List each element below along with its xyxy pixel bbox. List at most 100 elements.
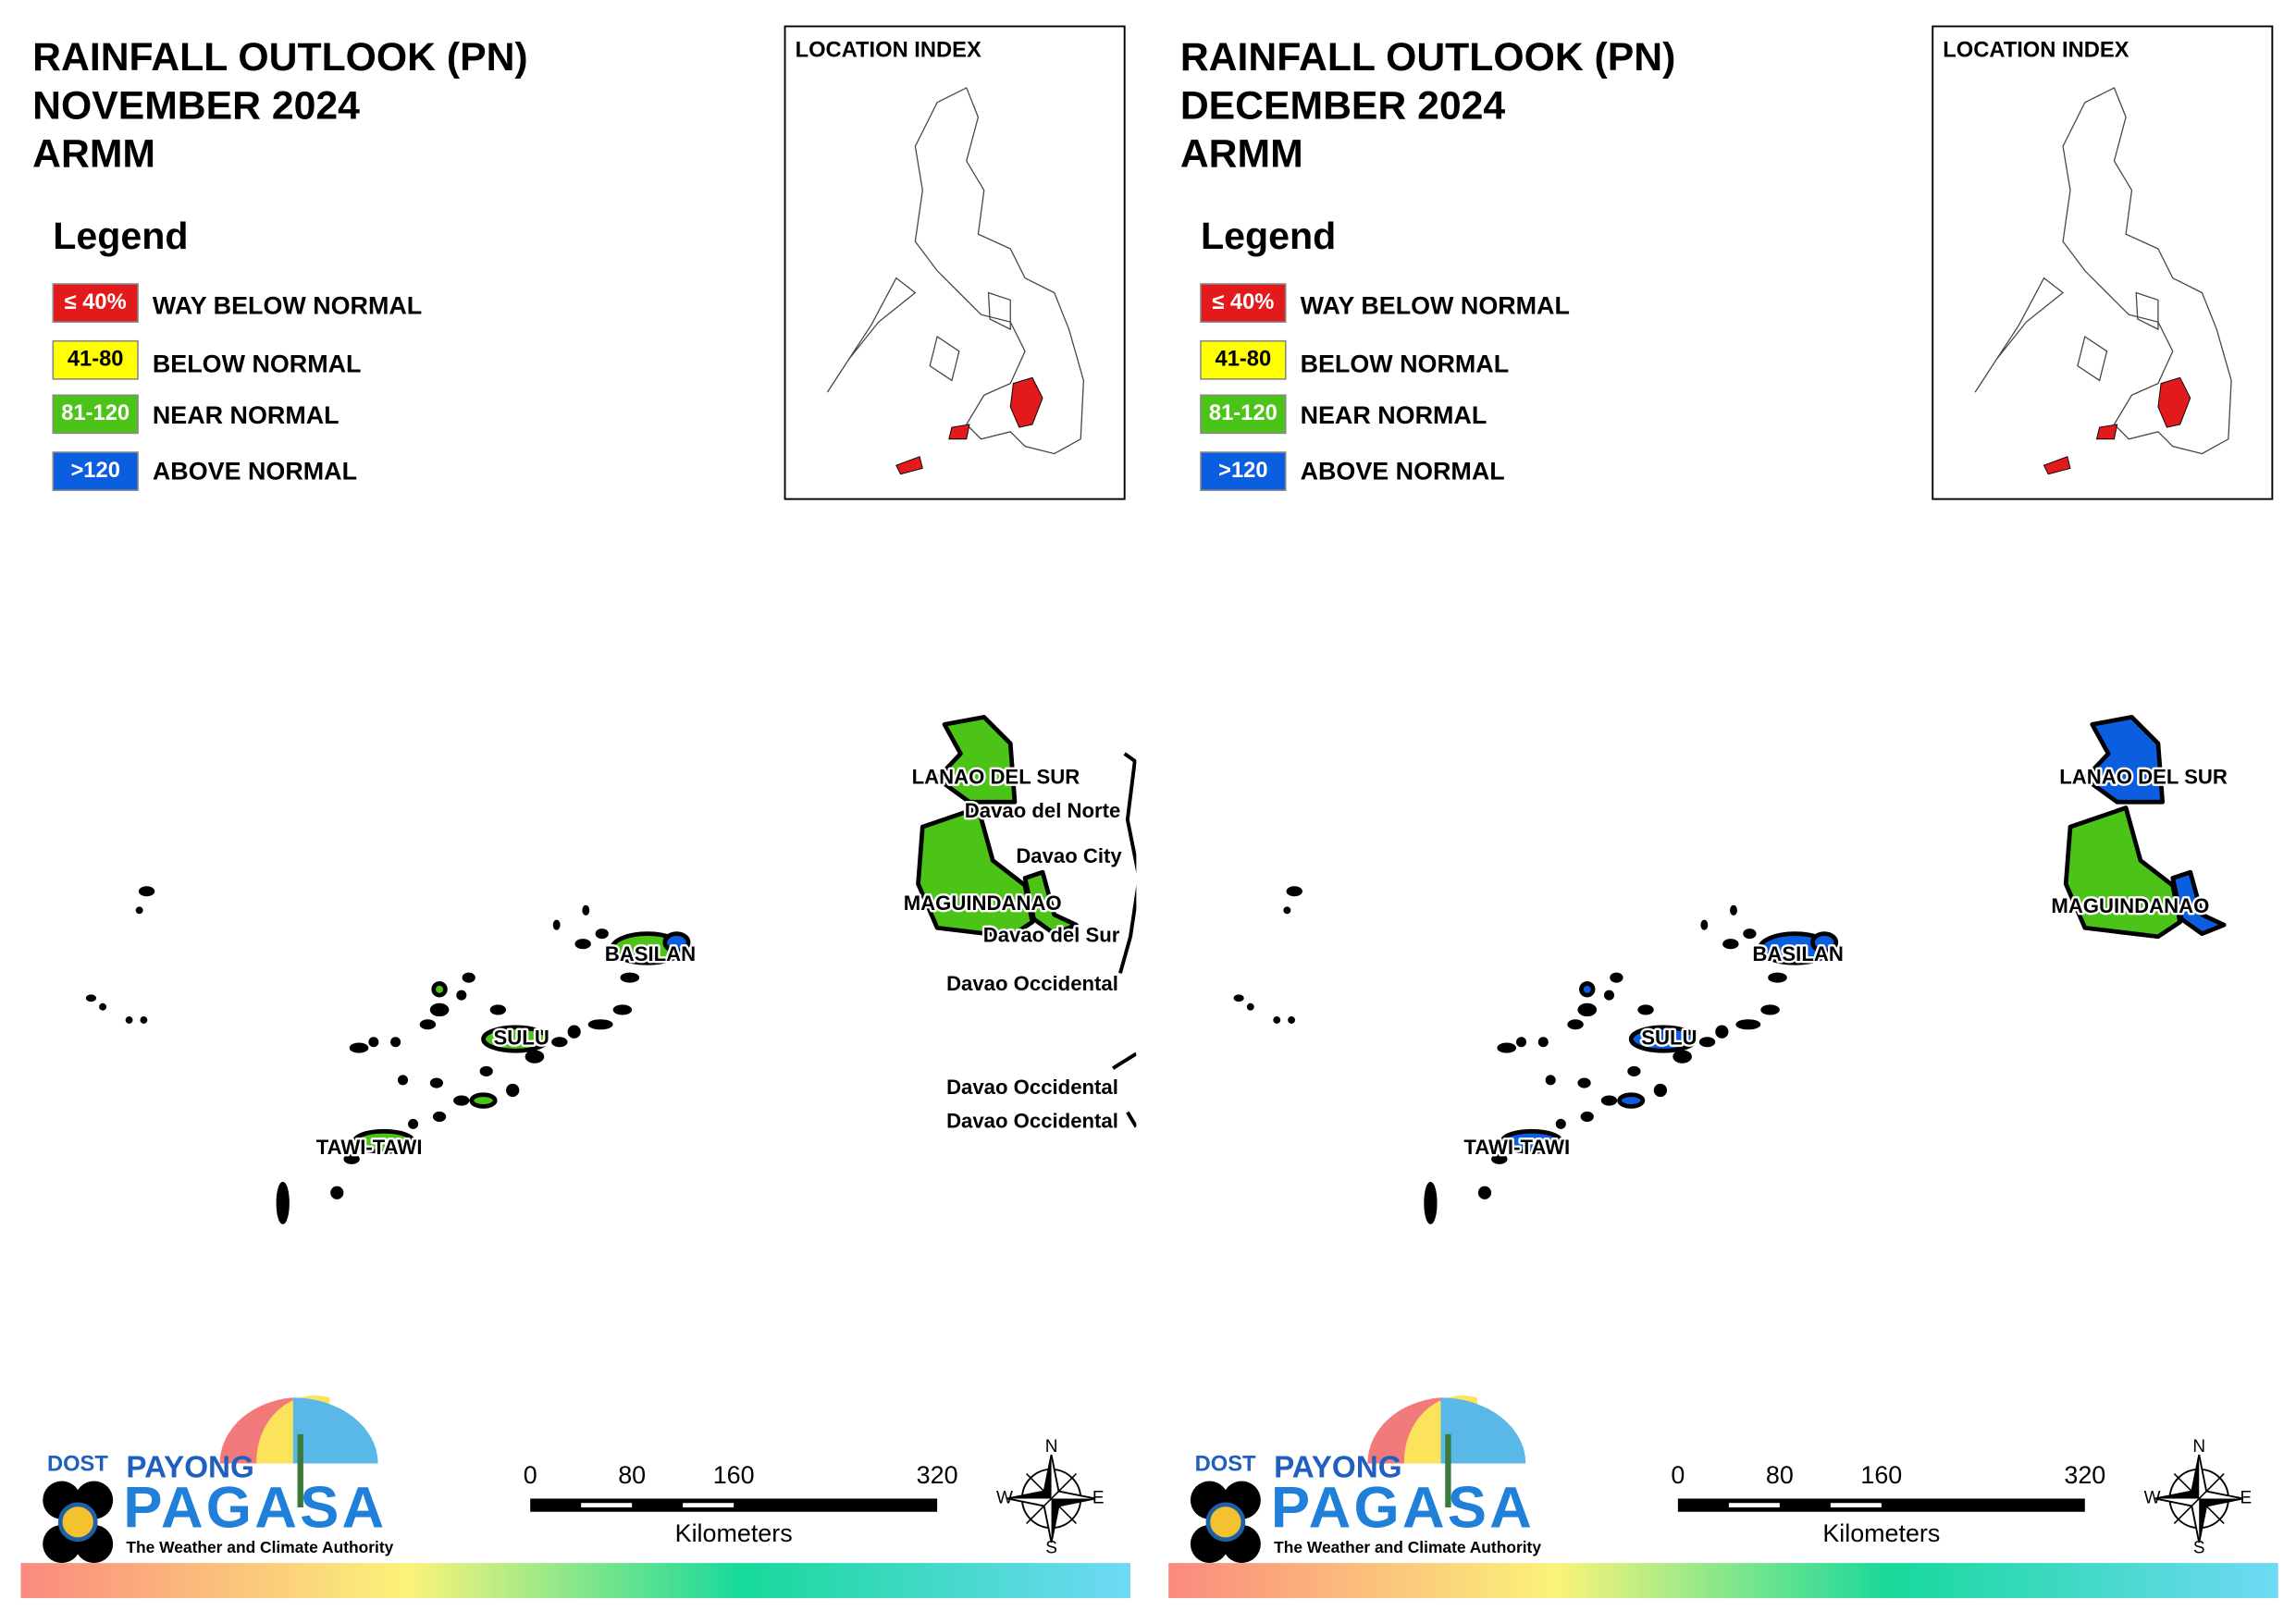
legend-swatch-label: >120 — [70, 459, 119, 483]
province-maguindanao-east — [1022, 869, 1079, 937]
seal — [57, 1502, 98, 1543]
province-lanao-del-sur — [934, 715, 1018, 805]
map-shapes: LANAO DEL SUR BASILAN SULU TAWI-TAWI MAGUIND… — [1233, 715, 2229, 1224]
island — [1233, 994, 1244, 1002]
island — [1700, 919, 1709, 930]
island — [1288, 1016, 1296, 1024]
island — [1491, 1153, 1508, 1164]
legend-swatch — [1200, 339, 1287, 380]
scale-bar-tick: 160 — [713, 1461, 755, 1489]
scale-bar-segment — [1830, 1503, 1882, 1507]
legend-swatch — [52, 339, 139, 380]
island — [1477, 1186, 1492, 1199]
island — [85, 994, 96, 1002]
island — [125, 1016, 133, 1024]
province-label: Davao Occidental — [946, 972, 1118, 995]
map-title: DECEMBER 2024 — [1180, 83, 1506, 128]
legend-title: Legend — [53, 215, 188, 257]
scale-bar-tick: 320 — [917, 1461, 958, 1489]
compass-letter: S — [2193, 1538, 2205, 1557]
scale-bar-segment — [1728, 1503, 1780, 1507]
compass-letter: W — [2144, 1489, 2161, 1508]
umbrella-panel — [1440, 1397, 1526, 1464]
island — [1286, 886, 1302, 897]
umbrella-panel — [292, 1397, 378, 1464]
province-tawi-tawi — [352, 1128, 415, 1154]
island — [620, 972, 640, 983]
island — [349, 1042, 369, 1053]
legend-swatch-label: 81-120 — [1209, 401, 1278, 425]
province-label: Davao City — [1016, 844, 1122, 867]
island — [429, 1077, 444, 1088]
island — [612, 1004, 633, 1015]
island — [419, 1019, 437, 1030]
legend-swatch-label: ≤ 40% — [65, 290, 127, 314]
legend-label: ABOVE NORMAL — [1301, 457, 1505, 485]
island — [408, 1118, 419, 1129]
island — [1273, 1016, 1281, 1024]
island — [99, 1002, 107, 1011]
island — [429, 1002, 450, 1017]
compass-letter: E — [1092, 1489, 1105, 1508]
map-title: ARMM — [32, 132, 155, 177]
island — [135, 906, 143, 915]
legend-swatch-label: 81-120 — [61, 401, 130, 425]
scale-bar-tick: 0 — [524, 1461, 537, 1489]
island — [368, 1037, 379, 1048]
island — [1580, 1111, 1594, 1122]
island — [397, 1075, 409, 1086]
logo-name: PAGASA — [123, 1475, 387, 1540]
scale-bar-frame — [1677, 1498, 2085, 1512]
island — [1735, 1019, 1761, 1030]
compass-letter: N — [1045, 1437, 1058, 1457]
logo-name: PAGASA — [1271, 1475, 1535, 1540]
legend-label: NEAR NORMAL — [1301, 401, 1487, 429]
sulu-island — [469, 1092, 498, 1109]
province-label: LANAO DEL SUR — [2059, 766, 2228, 789]
legend-label: BELOW NORMAL — [1301, 350, 1510, 378]
scale-bar-segment — [683, 1503, 734, 1507]
legend-swatch-label: ≤ 40% — [1212, 290, 1274, 314]
island — [1627, 1065, 1641, 1076]
province-label: BASILAN — [605, 942, 696, 965]
province-label: MAGUINDANAO — [2051, 894, 2209, 917]
province-label: TAWI-TAWI — [316, 1136, 423, 1159]
island — [595, 928, 609, 940]
province-label: LANAO DEL SUR — [912, 766, 1080, 789]
sulu-island — [1617, 1092, 1646, 1109]
legend-swatch — [52, 283, 139, 323]
color-band — [1168, 1563, 2278, 1599]
philippines-outline — [1974, 87, 2232, 455]
legend-label: NEAR NORMAL — [153, 401, 339, 429]
legend-swatch — [1200, 394, 1287, 435]
location-index-title: LOCATION INDEX — [796, 39, 981, 63]
island — [506, 1083, 520, 1098]
tawi-tawi-island — [431, 981, 448, 998]
island — [453, 1095, 470, 1106]
island — [1698, 1037, 1716, 1048]
legend-swatch-label: 41-80 — [1216, 348, 1272, 372]
legend-swatch — [52, 451, 139, 491]
compass-letter: N — [2192, 1437, 2205, 1457]
province-sulu — [1628, 1025, 1698, 1053]
island — [390, 1037, 401, 1048]
province-lanao-del-sur — [2082, 715, 2166, 805]
province-label: Davao Occidental — [946, 1110, 1118, 1133]
province-tawi-tawi — [1500, 1128, 1563, 1154]
legend-swatch — [1200, 451, 1287, 491]
island — [1555, 1118, 1566, 1129]
legend-swatch — [52, 394, 139, 435]
legend-swatch-label: 41-80 — [68, 348, 124, 372]
island — [330, 1186, 344, 1199]
island — [1545, 1075, 1556, 1086]
island — [525, 1050, 545, 1064]
map: LANAO DEL SUR Davao del Norte Davao City MA… — [85, 715, 1137, 1224]
compass-letter: S — [1045, 1538, 1057, 1557]
compass-letter: E — [2240, 1489, 2253, 1508]
davao-boundaries — [1111, 752, 1137, 1128]
province-maguindanao — [916, 805, 1035, 940]
logo-name-top: PAYONG — [1274, 1451, 1401, 1485]
island — [1715, 1025, 1729, 1039]
